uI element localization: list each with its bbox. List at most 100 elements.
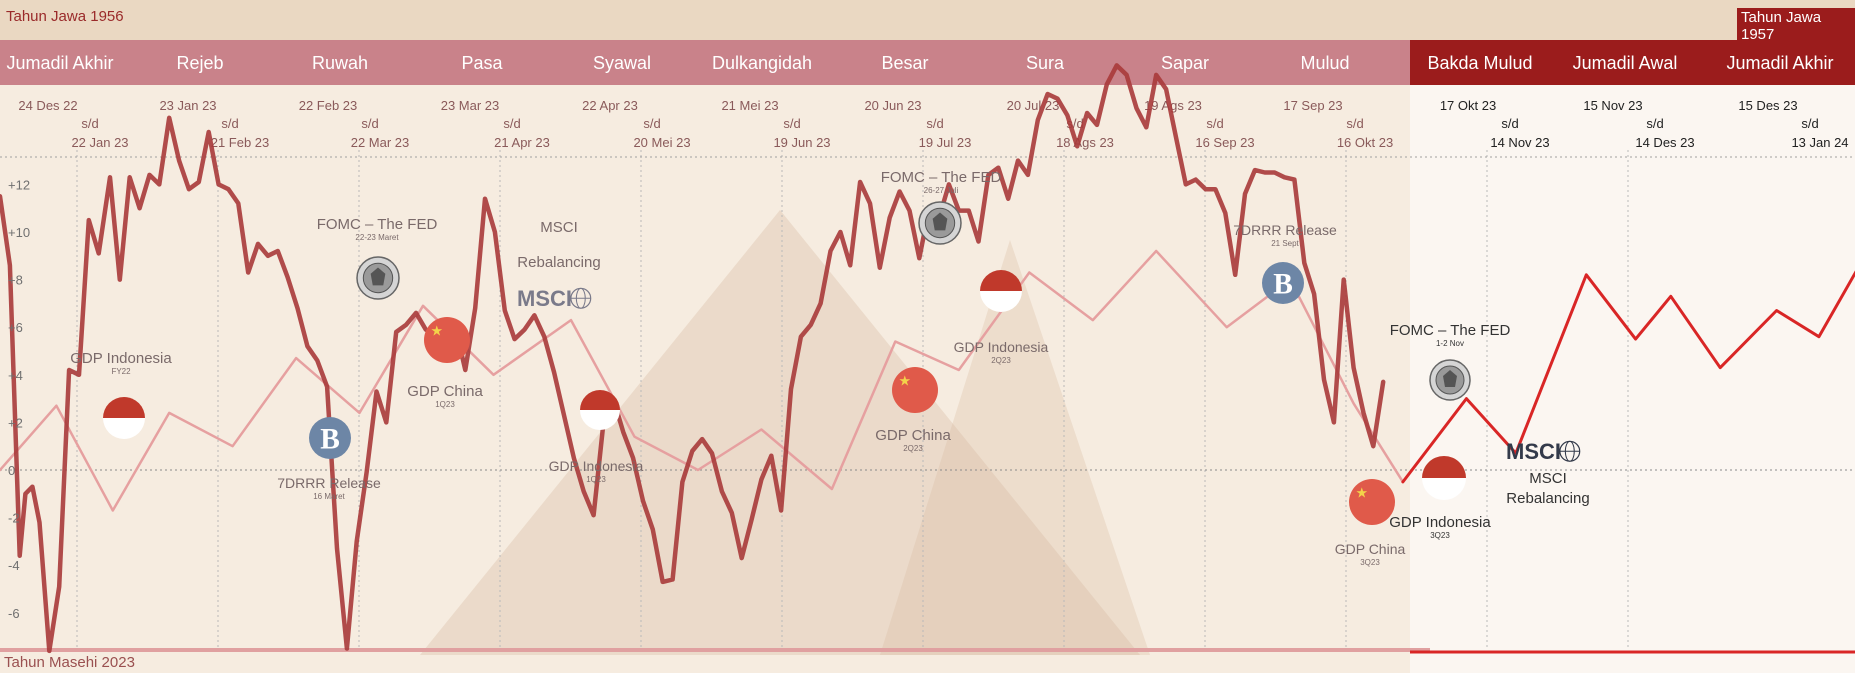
flag-white-half [103,418,145,439]
china-flag-icon: ★ [892,367,938,413]
flag-white-half [1422,478,1466,500]
month-sd-label: s/d [1501,116,1518,131]
month-end-date: 16 Sep 23 [1195,135,1254,150]
month-label: Rejeb [176,53,223,73]
header-band-future [1410,40,1855,85]
china-flag-icon: ★ [424,317,470,363]
flag-star: ★ [898,373,910,388]
month-label: Jumadil Akhir [1726,53,1833,73]
tahun-jawa-1956-label: Tahun Jawa 1956 [6,8,124,25]
annotation-title: GDP Indonesia [1389,514,1491,531]
federal-reserve-seal-icon [918,201,962,245]
y-axis: +12 +10 +8 +6 +4 +2 0 -2 -4 -6 [8,177,30,620]
bank-indonesia-logo-icon: B [1262,262,1304,304]
projection-area [1410,40,1855,673]
month-start-date: 22 Apr 23 [582,98,638,113]
month-end-date: 19 Jun 23 [773,135,830,150]
month-start-date: 22 Feb 23 [299,98,358,113]
month-sd-label: s/d [1646,116,1663,131]
msci-wordmark: MSCI [517,286,572,311]
annotation-subtitle: 2Q23 [991,356,1011,365]
annotation-subtitle: 3Q23 [1430,531,1450,540]
annotation-subtitle: 22-23 Maret [355,233,399,242]
annotation-title-line1: MSCI [540,219,578,236]
annotation-title-line2: Rebalancing [1506,490,1589,507]
bi-disc [309,417,351,459]
month-start-date: 20 Jul 23 [1007,98,1060,113]
y-tick-label: +4 [8,368,23,383]
y-tick-label: -4 [8,558,20,573]
header-band-past [0,40,1410,85]
month-sd-label: s/d [1346,116,1363,131]
month-label: Mulud [1300,53,1349,73]
month-label: Dulkangidah [712,53,812,73]
y-tick-label: +10 [8,225,30,240]
msci-logo-icon: MSCI [1506,439,1581,464]
annotation-title-line2: Rebalancing [517,254,600,271]
flag-red-half [1422,456,1466,478]
bi-disc [1262,262,1304,304]
wayang-ornament-left [420,210,1140,655]
month-sd-label: s/d [1206,116,1223,131]
month-label: Pasa [461,53,503,73]
annotation-title: 7DRRR Release [1233,222,1337,238]
annotation-subtitle: 1Q23 [435,400,455,409]
flag-white-half [980,291,1022,312]
month-sd-label: s/d [503,116,520,131]
annotation-title: GDP Indonesia [70,350,172,367]
annotation-subtitle: 2Q23 [903,444,923,453]
month-sd-label: s/d [361,116,378,131]
month-end-date: 21 Feb 23 [211,135,270,150]
annotation-subtitle: 1Q23 [586,475,606,484]
wayang-ornament-right [880,240,1150,655]
flag-red-half [580,390,620,410]
month-end-date: 14 Nov 23 [1490,135,1549,150]
y-tick-label: 0 [8,463,15,478]
federal-reserve-seal-icon [1429,359,1471,401]
bi-letter: B [320,424,340,456]
seasonal-projection-line-past [0,249,1405,512]
annotation-title: FOMC – The FED [317,216,438,233]
header-band: Jumadil Akhir 24 Des 22 s/d 22 Jan 23 Rejeb 2… [0,40,1855,150]
flag-red-half [103,397,145,418]
seasonal-projection-line-future [1401,270,1855,484]
seal-eagle [932,212,948,231]
month-sd-label: s/d [81,116,98,131]
flag-disc [424,317,470,363]
annotation-subtitle: 1-2 Nov [1436,339,1464,348]
y-tick-label: +12 [8,177,30,192]
annotation-title: GDP China [875,427,951,444]
y-tick-label: +6 [8,320,23,335]
annotation-subtitle: 21 Sept [1271,239,1299,248]
flag-star: ★ [1355,485,1367,500]
y-tick-label: -2 [8,511,20,526]
month-end-date: 22 Jan 23 [71,135,128,150]
y-tick-label: -6 [8,606,20,621]
msci-wordmark: MSCI [1506,439,1561,464]
series-layer [0,63,1855,654]
msci-logo-icon: MSCI [517,286,592,311]
annotation-subtitle: 3Q23 [1360,558,1380,567]
month-start-date: 15 Nov 23 [1583,98,1642,113]
month-end-date: 21 Apr 23 [494,135,550,150]
month-label: Syawal [593,53,651,73]
seal-eagle [1443,370,1457,387]
month-start-date: 19 Ags 23 [1144,98,1202,113]
month-label: Ruwah [312,53,368,73]
indonesia-flag-icon [103,397,145,439]
month-label: Besar [881,53,928,73]
month-label: Sura [1026,53,1065,73]
month-start-date: 17 Sep 23 [1283,98,1342,113]
flag-red-half [980,270,1022,291]
federal-reserve-seal-icon [356,256,400,300]
month-end-date: 18 Ags 23 [1056,135,1114,150]
month-sd-label: s/d [926,116,943,131]
y-tick-label: +8 [8,273,23,288]
flag-disc [892,367,938,413]
annotation-subtitle: 26-27 Juli [924,186,959,195]
flag-star: ★ [430,323,442,338]
month-start-date: 17 Okt 23 [1440,98,1496,113]
